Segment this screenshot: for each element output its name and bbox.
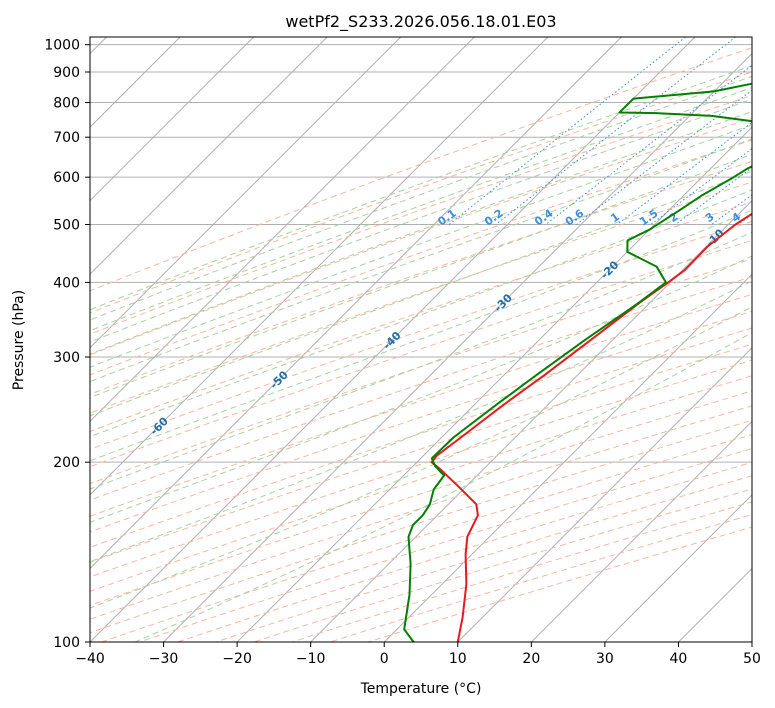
- x-tick-label: −40: [75, 651, 105, 667]
- y-tick-label: 200: [53, 455, 80, 471]
- isotherm-line: [236, 126, 752, 642]
- isotherm-line: [90, 37, 696, 642]
- moist-adiabat: [90, 153, 752, 399]
- x-tick-label: −20: [222, 651, 252, 667]
- moist-adiabat: [90, 65, 752, 311]
- moist-adiabat: [90, 231, 752, 490]
- dry-adiabat: [90, 47, 752, 292]
- chart-title: wetPf2_S233.2026.056.18.01.E03: [285, 12, 556, 32]
- y-tick-label: 300: [53, 350, 80, 366]
- x-tick-label: 20: [522, 651, 540, 667]
- x-tick-label: −30: [149, 651, 179, 667]
- mixing-ratio-label: 6: [768, 210, 775, 225]
- y-tick-label: 900: [53, 65, 80, 81]
- dry-adiabat: [90, 327, 752, 548]
- dry-adiabat: [90, 375, 752, 592]
- dry-adiabat: [90, 258, 752, 485]
- mixing-ratio-line: [495, 37, 737, 225]
- moist-adiabat: [90, 110, 752, 355]
- moist-adiabat: [90, 306, 752, 609]
- x-tick-label: 40: [670, 651, 688, 667]
- axes: −40 −30 −20 −10 0 10 20 30 40 50 100 200 300 400 500 60…: [44, 38, 761, 667]
- isotherm-line: [457, 347, 752, 642]
- moist-adiabat: [90, 75, 752, 321]
- dry-adiabat: [90, 201, 752, 432]
- isotherm-line: [309, 199, 752, 642]
- dry-adiabat: [90, 71, 752, 314]
- moist-adiabat: [90, 98, 752, 343]
- isotherm-line: [90, 37, 549, 496]
- y-tick-label: 400: [53, 275, 80, 291]
- isotherm-line: [90, 37, 623, 570]
- isotherm-line: [162, 52, 752, 642]
- y-tick-label: 700: [53, 130, 80, 146]
- series-line-dewpoint: [403, 82, 752, 642]
- profile-series: [403, 82, 752, 642]
- x-tick-label: 10: [449, 651, 467, 667]
- moist-adiabat: [90, 255, 752, 523]
- y-tick-label: 800: [53, 96, 80, 112]
- isotherm-line: [604, 494, 752, 642]
- series-line-temperature: [430, 212, 752, 642]
- plot-frame: [89, 36, 753, 643]
- x-tick-label: −10: [296, 651, 326, 667]
- dry-adiabat: [90, 94, 752, 335]
- y-axis-title: Pressure (hPa): [11, 290, 27, 390]
- mixing-ratio-line: [576, 89, 752, 225]
- isotherm-line: [90, 37, 402, 349]
- x-tick-label: 50: [743, 651, 761, 667]
- mixing-ratio-line: [448, 37, 687, 225]
- y-tick-label: 600: [53, 170, 80, 186]
- y-tick-label: 1000: [44, 38, 80, 54]
- mixing-ratio-line: [675, 166, 752, 225]
- dry-adiabat: [90, 343, 752, 563]
- background-lines: [90, 37, 752, 642]
- y-tick-label: 500: [53, 217, 80, 233]
- x-tick-label: 0: [380, 651, 389, 667]
- dry-adiabat: [90, 239, 752, 468]
- dry-adiabat: [90, 181, 752, 414]
- x-tick-label: 30: [596, 651, 614, 667]
- plot-background: [90, 37, 752, 642]
- mixing-ratio-line: [650, 147, 752, 225]
- dry-adiabat: [90, 293, 752, 517]
- isotherm-line: [90, 37, 476, 423]
- moist-adiabat: [90, 87, 752, 332]
- isotherm-label: -70: [25, 464, 48, 487]
- isotherm-line: [530, 420, 752, 642]
- isotherm-line: [90, 37, 328, 275]
- y-tick-label: 100: [53, 635, 80, 651]
- x-axis-title: Temperature (°C): [360, 681, 482, 697]
- isotherm-line: [90, 37, 255, 202]
- moist-adiabat: [90, 189, 752, 438]
